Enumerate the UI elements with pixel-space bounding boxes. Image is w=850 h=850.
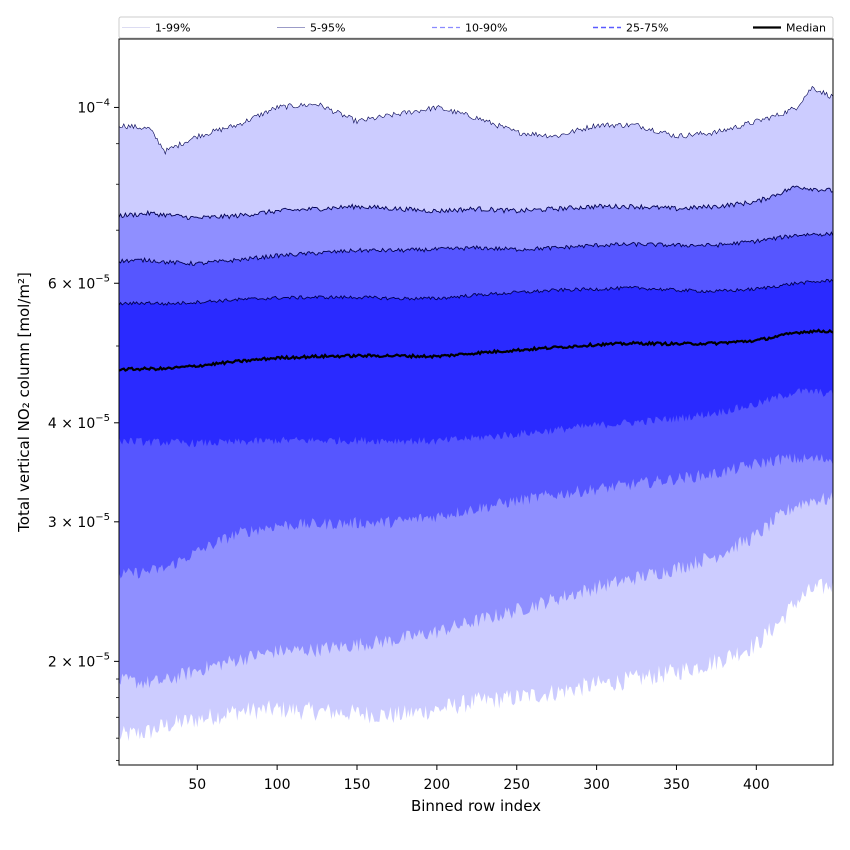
y-axis-label: Total vertical NO₂ column [mol/m²] [15, 272, 33, 533]
y-tick-label-6: 6 × 10−5 [48, 273, 110, 292]
x-tick-label-350: 350 [663, 777, 690, 793]
band-upper-edge-5-95% [119, 185, 833, 221]
legend-label-1-99%: 1-99% [155, 22, 190, 35]
x-axis-label: Binned row index [411, 797, 541, 815]
band-upper-edge-25-75% [119, 278, 833, 306]
x-tick-label-50: 50 [188, 777, 206, 793]
x-tick-label-150: 150 [344, 777, 371, 793]
x-tick-label-300: 300 [583, 777, 610, 793]
x-tick-label-250: 250 [503, 777, 530, 793]
plot-frame [118, 38, 834, 766]
legend-label-5-95%: 5-95% [310, 22, 345, 35]
y-tick-label-4: 4 × 10−5 [48, 413, 110, 432]
median-line-group [119, 328, 833, 372]
median-line [119, 328, 833, 372]
legend: 1-99% 5-95% 10-90% 25-75% Median [118, 16, 834, 39]
y-tick-label-3: 3 × 10−5 [48, 512, 110, 531]
x-tick-label-200: 200 [423, 777, 450, 793]
y-axis: 2 × 10−5 3 × 10−5 4 × 10−5 6 × 10−5 10−4 [48, 97, 119, 761]
x-tick-label-400: 400 [743, 777, 770, 793]
x-axis: 50 100 150 200 250 300 350 400 [188, 765, 770, 793]
percentile-bands [119, 86, 833, 741]
y-tick-label-10: 10−4 [77, 97, 110, 116]
band-25-75% [119, 279, 833, 448]
legend-label-25-75%: 25-75% [626, 22, 668, 35]
band-upper-edge-1-99% [119, 86, 833, 156]
x-tick-label-100: 100 [264, 777, 291, 793]
band-outlines [119, 86, 833, 306]
legend-label-10-90%: 10-90% [465, 22, 507, 35]
band-upper-edge-10-90% [119, 231, 833, 266]
legend-label-Median: Median [786, 22, 826, 35]
y-tick-label-2: 2 × 10−5 [48, 651, 110, 670]
legend-box [118, 16, 834, 39]
